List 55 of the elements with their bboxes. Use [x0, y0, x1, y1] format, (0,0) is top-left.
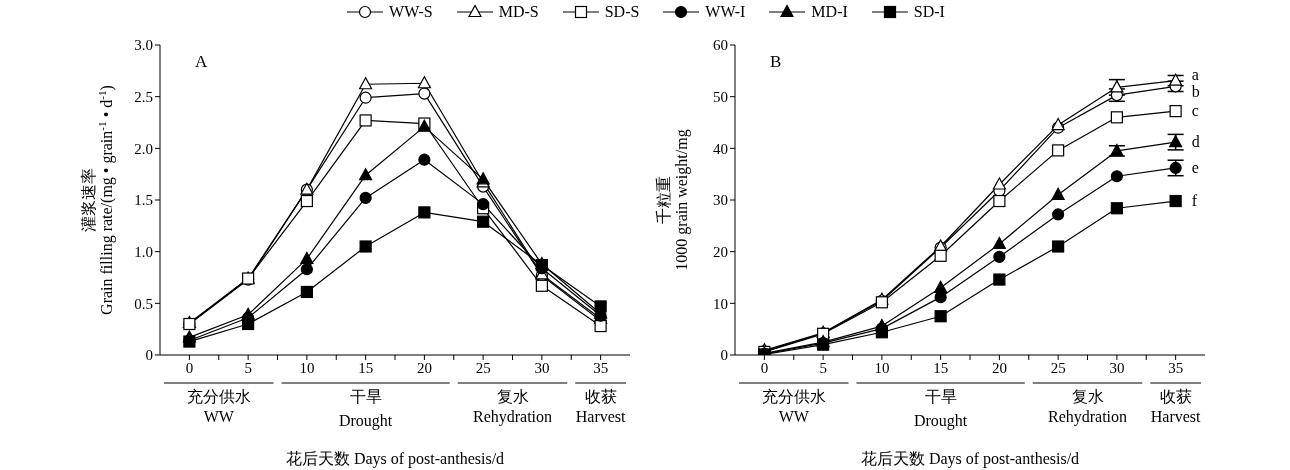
- y-tick-label: 60: [713, 37, 728, 54]
- annotation: d: [1191, 133, 1200, 151]
- x-tick-label: 5: [819, 359, 827, 376]
- text: 充分供水 WW: [761, 388, 826, 425]
- y-tick-label: 30: [713, 192, 728, 209]
- y-tick-label: 0: [145, 347, 153, 364]
- x-tick-label: 10: [874, 359, 890, 376]
- y-axis-title: 千粒重 1000 grain weight/mg: [655, 129, 691, 271]
- x-tick-label: 20: [416, 359, 432, 376]
- y-tick-label: 20: [713, 243, 728, 260]
- x-tick-label: 0: [760, 359, 769, 376]
- x-tick-label: 10: [299, 359, 315, 376]
- x-tick-label: 25: [475, 359, 491, 376]
- x-tick-label: 15: [358, 359, 374, 376]
- legend-label: WW-I: [705, 3, 746, 21]
- x-tick-label: 15: [933, 359, 949, 376]
- y-tick-label: 0.5: [134, 295, 153, 312]
- text: 干旱 Drought: [913, 388, 968, 430]
- y-tick-label: 1.0: [134, 243, 153, 260]
- y-tick-label: 1.5: [134, 192, 153, 209]
- chart-title: B: [770, 52, 782, 71]
- text: 复水 Rehydration: [1047, 388, 1128, 426]
- x-tick-label: 35: [1168, 359, 1184, 376]
- x-tick-label: 35: [593, 359, 609, 376]
- y-tick-label: 40: [713, 140, 728, 157]
- legend-label: SD-S: [604, 3, 640, 21]
- x-tick-label: 20: [991, 359, 1007, 376]
- y-tick-label: 0: [720, 347, 728, 364]
- y-tick-label: 2.0: [134, 140, 153, 157]
- annotation: f: [1191, 192, 1198, 210]
- x-tick-label: 5: [244, 359, 252, 376]
- x-tick-label: 0: [185, 359, 194, 376]
- annotation: c: [1191, 102, 1199, 120]
- text: 收获 Harvest: [1150, 388, 1202, 425]
- x-axis-title: 花后天数 Days of post-anthesis/d: [285, 450, 505, 468]
- legend-label: MD-I: [811, 3, 848, 21]
- y-tick-label: 10: [713, 295, 728, 312]
- text: 充分供水 WW: [186, 388, 251, 425]
- x-tick-label: 30: [534, 359, 550, 376]
- chart-title: A: [195, 52, 208, 71]
- text: 干旱 Drought: [338, 388, 393, 430]
- annotation: a: [1191, 65, 1199, 83]
- y-tick-label: 2.5: [134, 88, 153, 105]
- legend-label: WW-S: [389, 3, 433, 21]
- legend-label: MD-S: [498, 3, 539, 21]
- annotation: e: [1191, 158, 1199, 176]
- x-tick-label: 25: [1050, 359, 1066, 376]
- y-tick-label: 50: [713, 88, 728, 105]
- text: 复水 Rehydration: [472, 388, 553, 426]
- text: 收获 Harvest: [575, 388, 627, 425]
- annotation: b: [1191, 82, 1200, 100]
- x-axis-title: 花后天数 Days of post-anthesis/d: [860, 450, 1080, 468]
- legend-label: SD-I: [913, 3, 945, 21]
- x-tick-label: 30: [1109, 359, 1125, 376]
- y-tick-label: 3.0: [134, 37, 153, 54]
